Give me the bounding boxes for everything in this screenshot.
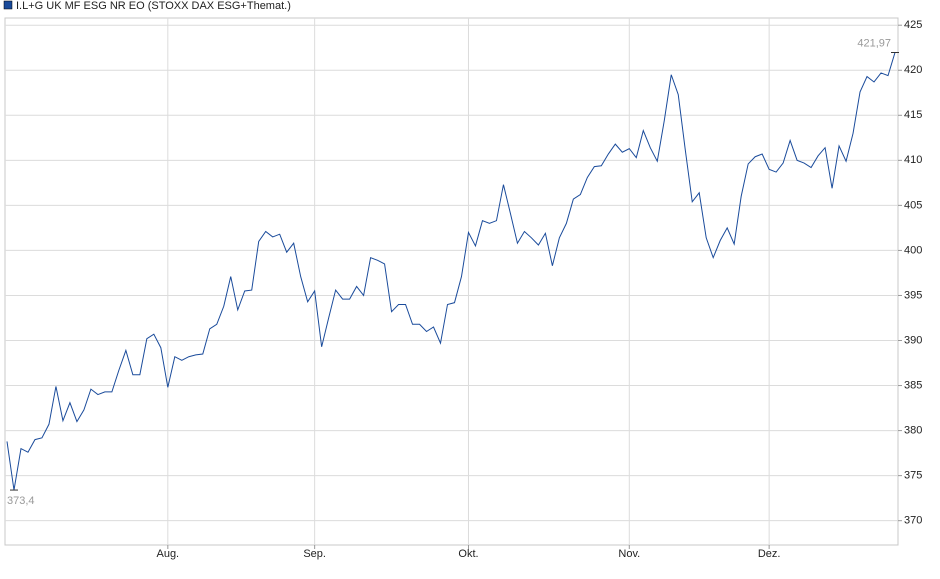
x-tick-label: Dez.: [758, 548, 781, 560]
x-tick-label: Sep.: [303, 548, 326, 560]
legend-swatch: [3, 0, 13, 10]
y-tick-label: 380: [904, 424, 922, 436]
value-label: 373,4: [7, 495, 35, 507]
y-tick-label: 395: [904, 289, 922, 301]
y-tick-label: 405: [904, 199, 922, 211]
x-tick-label: Aug.: [156, 548, 179, 560]
y-tick-label: 390: [904, 334, 922, 346]
y-tick-label: 370: [904, 515, 922, 527]
y-tick-label: 385: [904, 379, 922, 391]
value-label: 421,97: [857, 37, 891, 49]
y-tick-label: 410: [904, 154, 922, 166]
y-tick-label: 415: [904, 109, 922, 121]
plot-frame: [4, 17, 899, 546]
y-tick-label: 400: [904, 244, 922, 256]
price-line: [6, 52, 896, 491]
x-tick-label: Nov.: [618, 548, 640, 560]
chart-title: I.L+G UK MF ESG NR EO (STOXX DAX ESG+The…: [16, 0, 291, 12]
y-tick-label: 420: [904, 64, 922, 76]
y-tick-label: 425: [904, 19, 922, 31]
x-tick-label: Okt.: [458, 548, 478, 560]
y-tick-label: 375: [904, 470, 922, 482]
